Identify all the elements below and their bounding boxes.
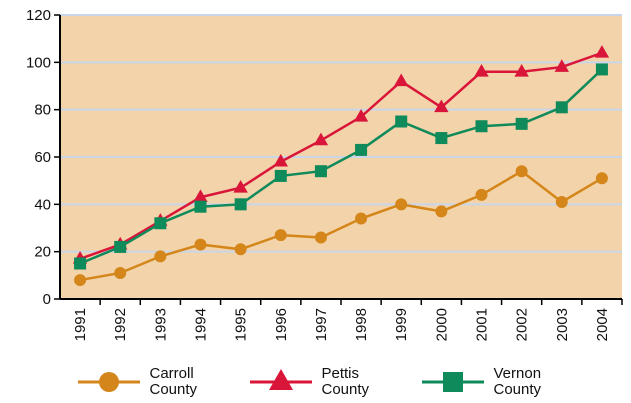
legend-entry: Pettis County bbox=[248, 362, 384, 402]
marker bbox=[395, 115, 408, 128]
marker bbox=[234, 243, 247, 256]
y-tick-label: 60 bbox=[34, 149, 51, 166]
x-tick-label: 1995 bbox=[233, 308, 250, 341]
marker bbox=[154, 250, 167, 263]
legend-label: Pettis County bbox=[321, 365, 370, 398]
marker bbox=[274, 229, 287, 242]
y-tick-label: 80 bbox=[34, 102, 51, 119]
x-tick-label: 1992 bbox=[112, 308, 129, 341]
marker bbox=[594, 45, 610, 58]
y-tick-label: 20 bbox=[34, 244, 51, 261]
marker bbox=[194, 200, 207, 213]
marker bbox=[234, 198, 247, 211]
x-tick-label: 1996 bbox=[273, 308, 290, 341]
x-tick-label: 1998 bbox=[353, 308, 370, 341]
legend: Carroll County Pettis County Vernon County bbox=[0, 362, 631, 402]
x-tick-label: 2004 bbox=[594, 308, 611, 341]
legend-swatch bbox=[421, 372, 484, 392]
marker bbox=[313, 132, 329, 146]
marker bbox=[435, 205, 448, 218]
legend-entry: Vernon County bbox=[420, 362, 556, 402]
marker bbox=[274, 169, 287, 182]
x-tick-label: 2003 bbox=[554, 308, 571, 341]
marker bbox=[353, 108, 369, 122]
marker bbox=[442, 372, 463, 392]
x-tick-label: 2001 bbox=[474, 308, 491, 341]
marker bbox=[475, 120, 488, 133]
legend-entry: Carroll County bbox=[76, 362, 212, 402]
marker bbox=[114, 240, 127, 253]
marker bbox=[314, 165, 327, 178]
y-tick-label: 40 bbox=[34, 196, 51, 213]
x-tick-label: 1991 bbox=[72, 308, 89, 341]
x-tick-label: 1994 bbox=[193, 308, 210, 341]
marker bbox=[394, 73, 409, 87]
x-tick-label: 1997 bbox=[313, 308, 330, 341]
marker bbox=[554, 59, 569, 72]
legend-label: Vernon County bbox=[493, 365, 542, 398]
marker bbox=[74, 274, 87, 287]
y-tick-label: 100 bbox=[26, 54, 51, 71]
marker bbox=[233, 179, 248, 193]
marker bbox=[555, 101, 568, 114]
marker bbox=[474, 64, 489, 77]
marker bbox=[273, 153, 288, 167]
legend-swatch bbox=[249, 369, 312, 390]
marker bbox=[515, 165, 528, 178]
chart: 0 20 40 60 80 100 120 1991 1992 1993 1994 1995 1996 1… bbox=[26, 7, 623, 341]
x-tick-label: 2000 bbox=[433, 308, 450, 341]
series-line bbox=[79, 68, 603, 265]
marker bbox=[154, 217, 167, 230]
y-tick-label: 120 bbox=[26, 7, 51, 24]
marker bbox=[193, 189, 208, 203]
marker bbox=[355, 212, 368, 225]
x-tick-label: 2002 bbox=[514, 308, 531, 341]
marker bbox=[595, 172, 608, 185]
series-line bbox=[79, 51, 603, 260]
marker bbox=[314, 231, 327, 244]
marker bbox=[595, 63, 608, 76]
marker bbox=[434, 99, 449, 113]
legend-swatch bbox=[77, 372, 140, 392]
marker bbox=[515, 117, 528, 130]
marker bbox=[395, 198, 408, 211]
marker bbox=[475, 188, 488, 201]
marker bbox=[435, 132, 448, 145]
marker bbox=[74, 257, 87, 270]
marker bbox=[514, 64, 529, 77]
legend-label: Carroll County bbox=[149, 365, 198, 398]
x-tick-label: 1993 bbox=[152, 308, 169, 341]
marker bbox=[268, 369, 293, 390]
marker bbox=[98, 372, 119, 392]
marker bbox=[555, 195, 568, 208]
marker bbox=[355, 143, 368, 156]
series-line bbox=[79, 169, 603, 282]
y-tick-label: 0 bbox=[43, 291, 51, 308]
marker bbox=[194, 238, 207, 251]
marker bbox=[114, 266, 127, 279]
x-tick-label: 1999 bbox=[393, 308, 410, 341]
